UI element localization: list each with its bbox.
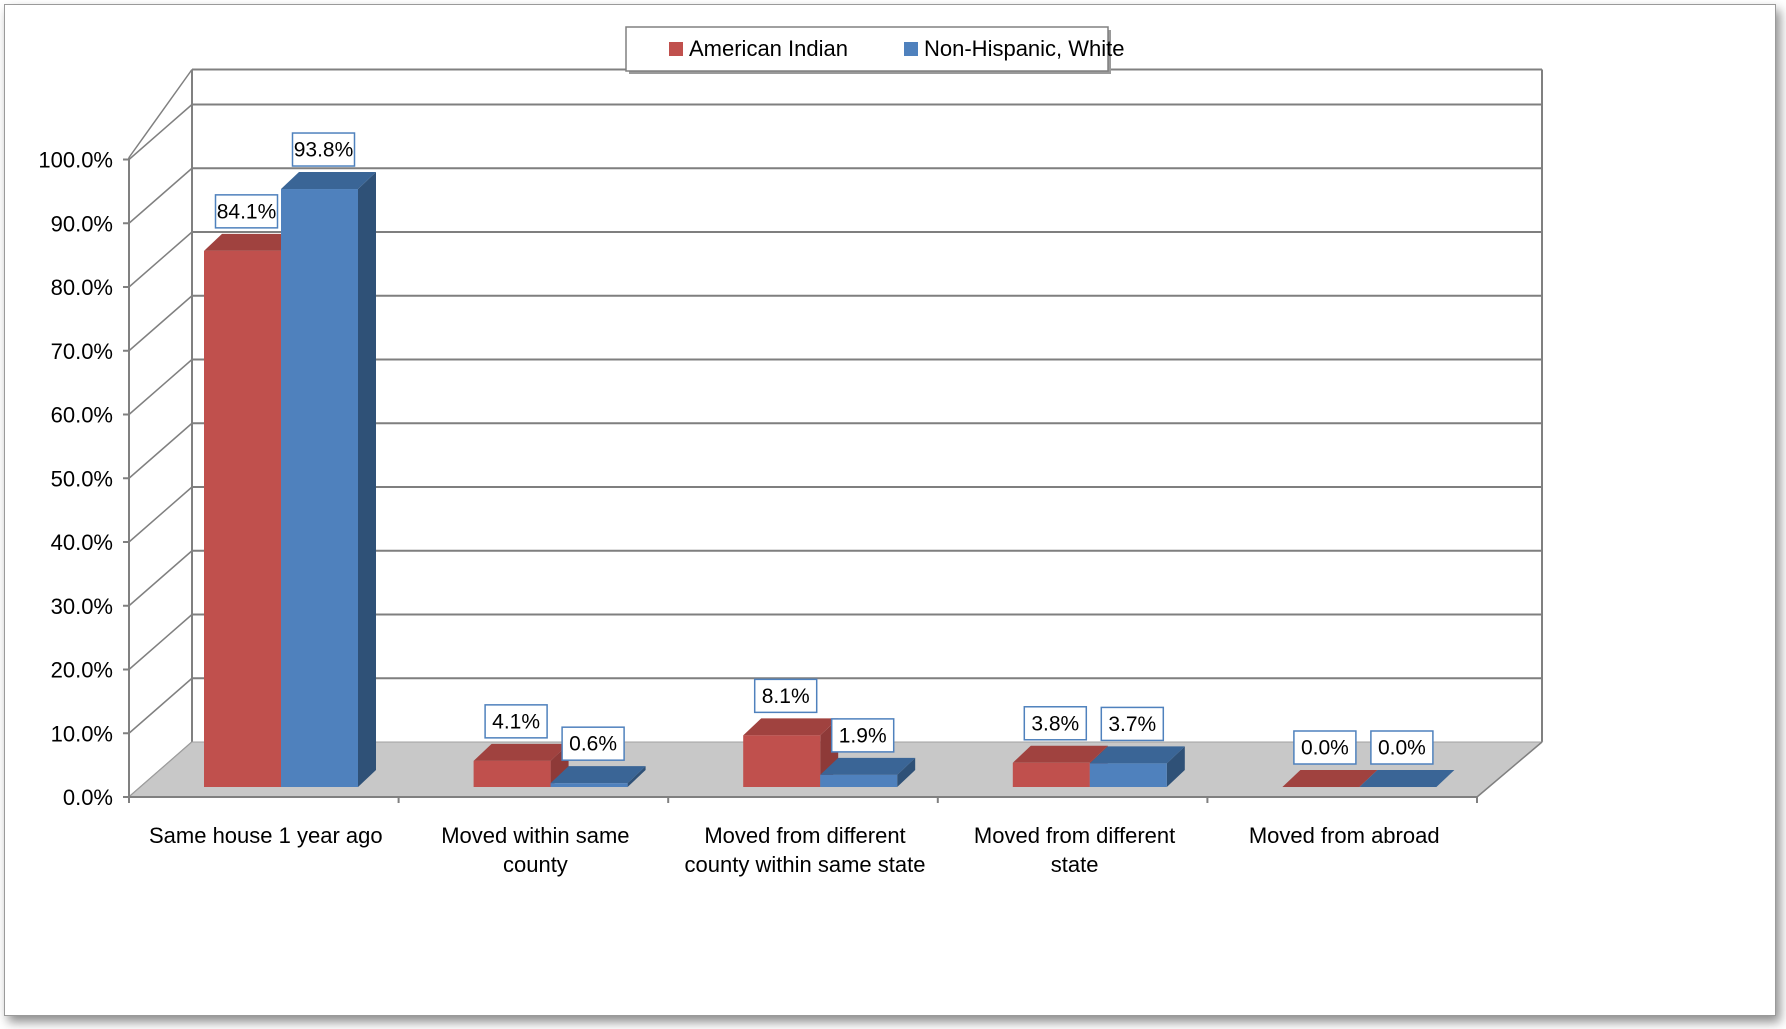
bar-front-face (550, 783, 628, 787)
chart-svg: 0.0% 10.0% 20.0% 30.0% 40.0% 50.0% 60.0% 70.0% 8… (38, 26, 1544, 877)
side-wall-gridline (128, 231, 193, 288)
y-tick-label: 50.0% (51, 466, 113, 491)
bar-top-face (820, 757, 916, 775)
data-label-box (1023, 706, 1088, 741)
side-wall-gridline (128, 486, 193, 543)
data-label-box (484, 704, 548, 739)
bar-front-face (1089, 763, 1167, 787)
data-label-box (830, 718, 895, 753)
bar-front-face (473, 760, 551, 787)
side-wall-gridline (128, 103, 193, 161)
data-label-box (1100, 706, 1165, 742)
data-label-box (1370, 730, 1434, 765)
bar-top-face (550, 766, 646, 784)
bar-top-face (1012, 745, 1108, 763)
y-tick-label: 40.0% (51, 530, 113, 555)
bar-front-face (281, 189, 358, 787)
bar-top-face (1089, 746, 1185, 764)
bar-top-face (743, 718, 839, 736)
category-label: state (1051, 852, 1099, 877)
legend-swatch (669, 42, 683, 56)
data-label: 3.7% (1108, 713, 1156, 736)
legend-swatch (904, 42, 918, 56)
bar-top-face (1282, 770, 1378, 787)
bar-side-face (897, 757, 916, 787)
bar-side-face (358, 172, 376, 787)
bar-top-face (1359, 770, 1455, 787)
y-tick-label: 80.0% (51, 275, 113, 300)
category-label: Same house 1 year ago (149, 823, 383, 848)
chart-data-labels: 84.1% 93.8% 4.1% 0.6% 8.1% 1.9% 3.8% 3.7% 0.0% 0.… (214, 132, 1434, 765)
bar-top-face (473, 743, 569, 761)
side-wall-gridline (128, 422, 193, 479)
data-label: 8.1% (762, 685, 810, 708)
y-tick-label: 10.0% (51, 721, 113, 746)
data-label: 84.1% (217, 200, 277, 223)
y-tick-label: 0.0% (63, 785, 113, 810)
bar-top-face (204, 233, 299, 251)
y-tick-label: 30.0% (51, 594, 113, 619)
bar-side-face (1166, 746, 1185, 787)
floor-right-edge (1476, 741, 1543, 798)
y-tick-label: 20.0% (51, 658, 113, 683)
bar-front-face (204, 250, 281, 788)
data-label-box (1293, 730, 1357, 765)
side-wall-gridline (128, 295, 193, 352)
side-wall-gridline (128, 550, 193, 607)
data-label: 1.9% (839, 724, 887, 747)
data-label-box (753, 678, 818, 714)
bar-front-face (1012, 762, 1090, 787)
bar-side-face (627, 766, 646, 787)
chart-axes: 0.0% 10.0% 20.0% 30.0% 40.0% 50.0% 60.0% 70.0% 8… (38, 148, 1543, 877)
data-label: 3.8% (1031, 712, 1079, 735)
y-tick-label: 60.0% (51, 403, 113, 428)
category-label: Moved within same (441, 823, 629, 848)
legend-label: American Indian (689, 36, 848, 61)
legend-label: Non-Hispanic, White (924, 36, 1125, 61)
y-tick-label: 70.0% (51, 339, 113, 364)
side-wall-gridline (128, 677, 193, 734)
chart-walls (128, 68, 1543, 798)
bar-front-face (820, 774, 898, 787)
data-label-box (214, 194, 279, 229)
data-label: 93.8% (294, 139, 354, 162)
category-label: Moved from abroad (1249, 823, 1440, 848)
category-label: Moved from different (974, 823, 1175, 848)
data-label-box (561, 726, 625, 761)
data-label: 4.1% (492, 710, 540, 733)
bar-front-face (743, 735, 821, 787)
data-label: 0.0% (1378, 737, 1426, 760)
y-tick-label: 100.0% (38, 148, 113, 173)
data-label-box (291, 132, 356, 167)
y-tick-label: 90.0% (51, 211, 113, 236)
side-wall-gridline (128, 613, 193, 671)
data-label: 0.0% (1301, 737, 1349, 760)
chart-legend: American Indian Non-Hispanic, White (625, 26, 1125, 74)
data-label: 0.6% (569, 733, 617, 756)
side-wall-top-edge (128, 69, 193, 158)
legend-box (625, 26, 1109, 72)
side-wall-gridline (128, 358, 193, 416)
category-label: county (503, 852, 568, 877)
side-wall-gridline (128, 167, 193, 224)
category-label: county within same state (685, 852, 926, 877)
category-label: Moved from different (704, 823, 905, 848)
chart-bars (204, 172, 1455, 788)
chart-frame: 0.0% 10.0% 20.0% 30.0% 40.0% 50.0% 60.0% 70.0% 8… (4, 4, 1776, 1016)
bar-top-face (281, 172, 376, 190)
